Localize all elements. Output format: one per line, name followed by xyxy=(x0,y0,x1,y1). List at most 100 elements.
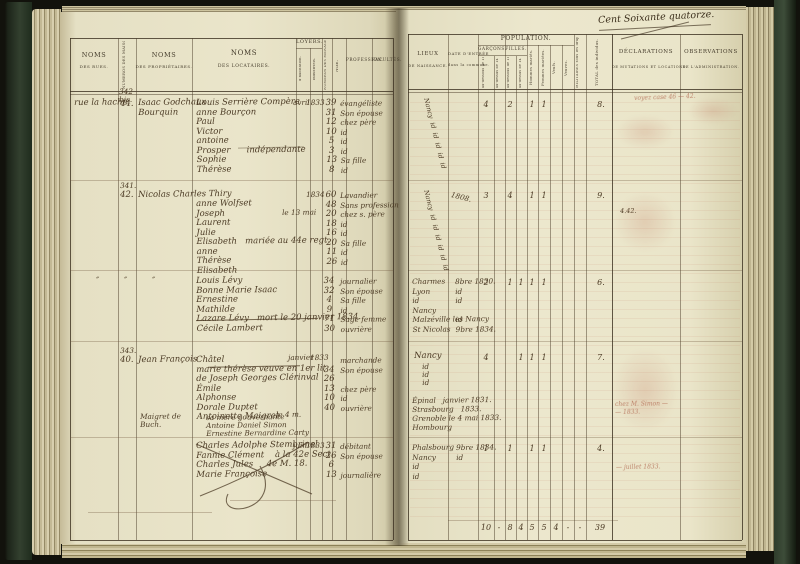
total-femmes: 5 xyxy=(541,523,547,532)
total-veufs: 4 xyxy=(553,523,559,532)
hw-ages-b5: 31 26 6 13 xyxy=(325,440,337,480)
header-lieux-sub: DE NAISSANCE. xyxy=(408,64,448,68)
total-garcons1: 10 xyxy=(480,523,492,532)
left-page xyxy=(60,12,396,544)
rule xyxy=(550,45,551,540)
rule xyxy=(70,540,393,542)
header-profession: PROFESSION. xyxy=(346,57,384,62)
count-total-b4: 7. xyxy=(597,353,605,362)
rule xyxy=(742,34,744,540)
count-femmes-b1: 1 xyxy=(541,100,547,109)
header-age: ÂGE. xyxy=(336,59,340,73)
ink-smudge xyxy=(688,98,738,124)
rule xyxy=(574,34,575,540)
ink-smudge xyxy=(612,348,678,432)
header-loyers: LOYERS. xyxy=(296,39,324,45)
rule xyxy=(408,341,742,342)
ink-smudge xyxy=(614,192,676,252)
header-des-proprietaires: DES PROPRIÉTAIRES. xyxy=(135,64,193,69)
rule xyxy=(527,34,528,540)
rule xyxy=(478,44,574,46)
rule xyxy=(296,38,297,540)
rule xyxy=(70,91,393,93)
hw-professions-b5: débitant Son épouse journalière xyxy=(340,441,383,480)
hw-birthplaces-low-b4: Épinal janvier 1831. Strasbourg 1833. Gr… xyxy=(412,395,502,432)
count-garcons-b2: 3 xyxy=(483,191,489,200)
header-veufs: Veufs. xyxy=(552,61,556,74)
rule xyxy=(478,55,527,56)
count-filles-b1: 2 xyxy=(507,100,513,109)
rule xyxy=(393,38,395,540)
hw-ages-b3: 34 32 4 9 71 30 xyxy=(323,275,336,334)
rule xyxy=(448,34,449,540)
rule xyxy=(478,34,479,540)
rule xyxy=(192,38,193,540)
hw-house-b1: 44. xyxy=(119,98,134,109)
hw-ages-b1: 39 31 12 10 5 3 13 8 xyxy=(325,97,338,175)
book-cover-right xyxy=(774,0,796,564)
count-total-b3: 6. xyxy=(597,278,605,287)
count-garcons-b5: 1 xyxy=(483,444,489,453)
count-total-b2: 9. xyxy=(597,191,605,200)
rule xyxy=(70,180,393,181)
book-cover-left xyxy=(5,2,32,560)
rule xyxy=(322,38,323,540)
header-date-entree: DATE D'ENTRÉE xyxy=(448,51,490,56)
total-filles1: 8 xyxy=(507,523,513,532)
ink-smudge xyxy=(616,115,674,149)
count-total-b5: 4. xyxy=(597,444,605,453)
hw-professions-b1: évangéliste Son épouse chez père id id i… xyxy=(340,98,383,175)
hw-professions-b2: Lavandier Sans profession chez s. père i… xyxy=(340,190,399,267)
hw-ages-b4: 34 26 13 10 40 xyxy=(323,354,336,413)
count-total-b1: 8. xyxy=(597,100,605,109)
total-veuves: - xyxy=(566,523,570,532)
header-facultes: FACULTÉS. xyxy=(372,57,403,62)
rule xyxy=(516,56,517,540)
cross-out-mark xyxy=(195,441,313,510)
count-hommes-b2: 1 xyxy=(529,191,535,200)
hw-ditto-prop-b3: ″ xyxy=(151,275,156,286)
rule xyxy=(408,91,742,93)
hw-house-b2: 42. xyxy=(119,189,134,200)
count-filles2-b4: 1 xyxy=(518,353,524,362)
header-filles-dessus: au-dessus de 14 ans. xyxy=(518,57,522,88)
rule xyxy=(332,38,333,540)
header-total: TOTAL des individus. xyxy=(595,38,599,87)
rule xyxy=(70,437,393,438)
rule xyxy=(408,34,410,540)
rule xyxy=(88,512,212,513)
header-noms-proprietaires: NOMS xyxy=(151,51,177,59)
rule xyxy=(70,270,393,271)
hw-tenants-b1: Louis Serrière Compère anne Bourçon Paul… xyxy=(195,96,306,175)
count-filles2-b3: 1 xyxy=(518,278,524,287)
rule xyxy=(408,540,742,542)
hw-ditto-maison-b3: ″ xyxy=(123,275,128,286)
count-femmes-b5: 1 xyxy=(541,444,547,453)
header-veuves: Veuves. xyxy=(564,59,568,76)
header-militaires: MILITAIRES sous les drapeaux. xyxy=(576,37,579,88)
header-garcons-dessous: au-dessous de 14 ans. xyxy=(482,57,485,88)
count-femmes-b3: 1 xyxy=(541,278,547,287)
header-garcons-dessus: au-dessus de 14 ans. xyxy=(495,57,499,88)
rule xyxy=(118,38,119,540)
hw-owner-b4: Jean François xyxy=(137,354,198,365)
page-stack-bottom-edge xyxy=(62,543,746,558)
header-noms-rues: NOMS xyxy=(81,51,107,59)
rule xyxy=(310,48,311,540)
header-lieux: LIEUX xyxy=(417,51,439,57)
right-page xyxy=(396,10,746,543)
hw-folio-b2: 341. xyxy=(119,180,137,190)
header-numeros-maisons: NUMÉROS DES MAISONS. xyxy=(122,41,126,89)
rule xyxy=(296,47,322,49)
rule xyxy=(70,93,393,95)
rule xyxy=(448,520,618,521)
count-garcons-b4: 4 xyxy=(483,353,489,362)
header-declarations: DÉCLARATIONS xyxy=(618,49,674,55)
total-general: 39 xyxy=(594,523,606,532)
header-observations-sub: DE L'ADMINISTRATION. xyxy=(682,65,740,69)
rule xyxy=(70,38,393,40)
hw-month-b5: juin xyxy=(292,440,308,450)
header-hommes-maries: Hommes mariés. xyxy=(529,49,533,86)
header-filles: FILLES. xyxy=(505,46,527,51)
rule xyxy=(538,45,539,540)
